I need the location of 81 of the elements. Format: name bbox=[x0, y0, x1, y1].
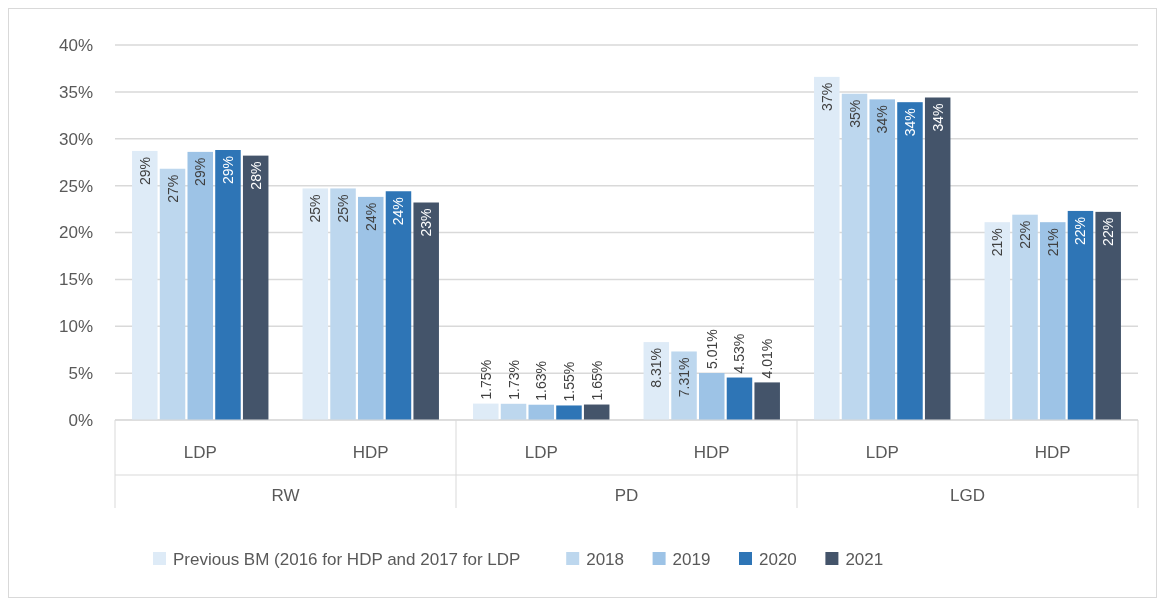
data-label: 1.63% bbox=[533, 361, 550, 401]
data-label: 24% bbox=[362, 202, 379, 231]
data-label: 29% bbox=[192, 157, 209, 186]
data-label: 25% bbox=[307, 194, 324, 223]
bar bbox=[302, 188, 329, 420]
data-label: 21% bbox=[989, 228, 1006, 257]
data-label: 34% bbox=[874, 105, 891, 134]
bar bbox=[330, 188, 356, 420]
x-tick-label: LDP bbox=[865, 443, 899, 462]
bar bbox=[413, 202, 439, 420]
bar bbox=[841, 93, 868, 420]
data-label: 1.75% bbox=[477, 359, 494, 400]
bar bbox=[500, 403, 527, 420]
data-label: 21% bbox=[1044, 228, 1061, 257]
data-label: 1.73% bbox=[505, 360, 522, 400]
data-label: 34% bbox=[901, 108, 918, 137]
bar bbox=[869, 99, 895, 420]
data-label: 4.01% bbox=[759, 338, 776, 379]
bar bbox=[215, 150, 241, 420]
data-label: 27% bbox=[164, 174, 181, 203]
bar bbox=[814, 76, 840, 420]
x-tick-label: HDP bbox=[1034, 443, 1071, 462]
data-label: 22% bbox=[1100, 217, 1117, 246]
x-tick-label: LDP bbox=[183, 443, 217, 462]
data-label: 5.01% bbox=[703, 329, 720, 370]
x-tick-label: LDP bbox=[524, 443, 558, 462]
data-label: 22% bbox=[1017, 220, 1034, 249]
data-label: 1.65% bbox=[588, 360, 605, 401]
data-label: 23% bbox=[418, 208, 435, 237]
legend-label: 2021 bbox=[845, 549, 884, 569]
y-tick-label: 35% bbox=[58, 82, 93, 102]
bar bbox=[924, 97, 951, 420]
bar bbox=[159, 168, 186, 420]
bar bbox=[1040, 222, 1066, 420]
legend-label: 2018 bbox=[586, 549, 625, 569]
data-label: 37% bbox=[818, 82, 835, 111]
y-tick-label: 25% bbox=[58, 176, 93, 196]
y-tick-label: 0% bbox=[68, 410, 93, 430]
bar bbox=[1095, 211, 1121, 420]
data-label: 7.31% bbox=[676, 357, 693, 398]
bar bbox=[671, 351, 697, 420]
data-label: 29% bbox=[136, 156, 153, 185]
bar bbox=[385, 191, 412, 420]
data-label: 35% bbox=[846, 99, 863, 128]
y-tick-label: 5% bbox=[68, 364, 93, 384]
bar bbox=[242, 155, 269, 420]
bar bbox=[556, 405, 582, 420]
bar bbox=[1012, 214, 1038, 420]
data-label: 8.31% bbox=[648, 348, 665, 388]
y-tick-label: 15% bbox=[58, 270, 93, 290]
bar bbox=[726, 377, 753, 420]
bar bbox=[699, 373, 725, 420]
data-label: 28% bbox=[247, 161, 264, 190]
text: PD bbox=[614, 486, 639, 505]
y-tick-label: 30% bbox=[58, 129, 93, 149]
data-label: 22% bbox=[1072, 216, 1089, 245]
y-tick-label: 20% bbox=[58, 223, 93, 243]
bar bbox=[132, 150, 158, 420]
bar bbox=[754, 382, 780, 420]
legend-label: 2020 bbox=[759, 549, 797, 569]
bar bbox=[358, 196, 384, 420]
text: LGD bbox=[950, 486, 985, 505]
y-tick-label: 10% bbox=[58, 317, 93, 337]
bar bbox=[187, 151, 213, 420]
data-label: 4.53% bbox=[731, 333, 748, 374]
bar bbox=[1067, 210, 1094, 420]
legend-label: Previous BM (2016 for HDP and 2017 for LDP bbox=[173, 549, 521, 569]
data-label: 24% bbox=[390, 197, 407, 226]
data-label: 29% bbox=[219, 156, 236, 185]
text: RW bbox=[271, 486, 300, 505]
bar bbox=[984, 222, 1011, 420]
x-tick-label: HDP bbox=[352, 443, 389, 462]
bar bbox=[473, 403, 499, 420]
data-label: 1.55% bbox=[560, 361, 577, 402]
data-label: 34% bbox=[929, 103, 946, 132]
data-label: 25% bbox=[335, 194, 352, 223]
bar bbox=[897, 102, 923, 420]
y-tick-label: 40% bbox=[58, 35, 93, 55]
bar bbox=[528, 404, 554, 420]
x-tick-label: HDP bbox=[693, 443, 730, 462]
legend-label: 2019 bbox=[672, 549, 711, 569]
